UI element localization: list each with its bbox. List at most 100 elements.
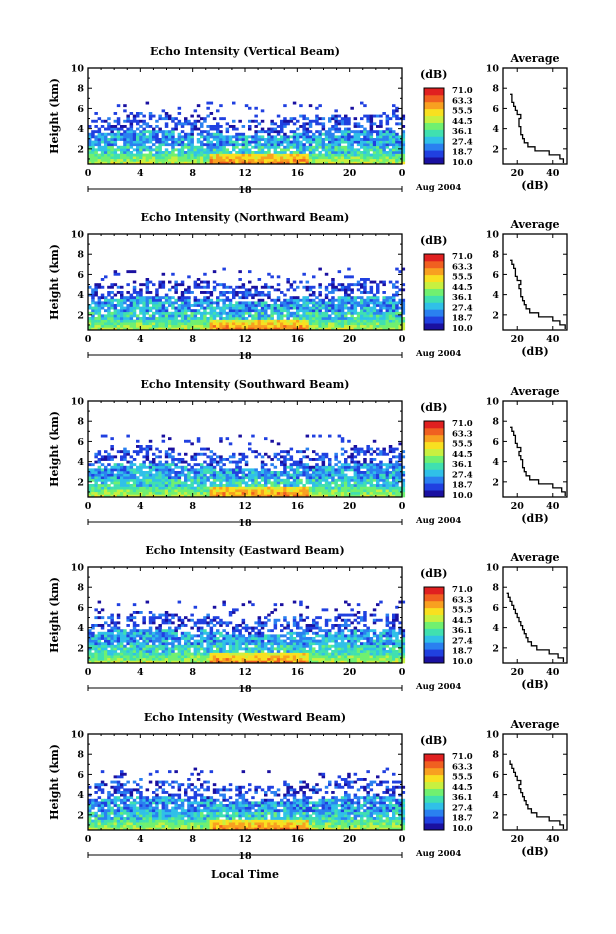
colorbar-swatch	[424, 289, 444, 296]
colorbar-swatch	[424, 622, 444, 629]
y-tick-label: 6	[77, 603, 84, 614]
colorbar-level-label: 27.4	[452, 303, 473, 313]
y-tick-label: 2	[77, 643, 84, 654]
colorbar-swatch	[424, 136, 444, 143]
panel-title: Echo Intensity (Southward Beam)	[141, 378, 350, 391]
avg-y-tick-label: 2	[492, 643, 499, 654]
y-axis-label: Height (km)	[48, 78, 61, 154]
avg-x-axis-label: (dB)	[521, 512, 548, 525]
x-tick-label: 20	[343, 834, 357, 845]
average-title: Average	[509, 551, 559, 564]
average-frame	[503, 734, 567, 830]
y-tick-label: 6	[77, 437, 84, 448]
x-tick-label: 0	[399, 168, 406, 179]
x-tick-label: 20	[343, 334, 357, 345]
x-tick-label: 16	[291, 667, 305, 678]
avg-x-tick-label: 40	[546, 834, 560, 845]
avg-y-tick-label: 10	[486, 230, 500, 241]
colorbar-swatch	[424, 95, 444, 102]
colorbar-swatch	[424, 129, 444, 136]
colorbar-level-label: 36.1	[452, 626, 473, 636]
y-tick-label: 10	[71, 397, 85, 408]
avg-y-tick-label: 6	[492, 270, 499, 281]
colorbar-level-label: 10.0	[452, 158, 473, 168]
colorbar-level-label: 71.0	[452, 86, 473, 96]
colorbar-swatch	[424, 268, 444, 275]
colorbar-swatch	[424, 483, 444, 490]
colorbar-level-label: 10.0	[452, 324, 473, 334]
colorbar-swatch	[424, 316, 444, 323]
colorbar-level-label: 27.4	[452, 137, 473, 147]
avg-y-tick-label: 10	[486, 563, 500, 574]
avg-x-tick-label: 20	[511, 834, 525, 845]
day-label: 18	[238, 185, 252, 196]
x-tick-label: 4	[137, 334, 144, 345]
average-frame	[503, 567, 567, 663]
colorbar-swatch	[424, 109, 444, 116]
colorbar-level-label: 63.3	[452, 762, 473, 772]
x-tick-label: 0	[85, 168, 92, 179]
avg-y-tick-label: 4	[492, 623, 499, 634]
colorbar-level-label: 10.0	[452, 657, 473, 667]
colorbar-swatch	[424, 462, 444, 469]
y-axis-label: Height (km)	[48, 411, 61, 487]
colorbar-swatch	[424, 476, 444, 483]
date-label: Aug 2004	[415, 849, 461, 859]
average-title: Average	[509, 52, 559, 65]
colorbar-level-label: 71.0	[452, 419, 473, 429]
colorbar-swatch	[424, 323, 444, 330]
colorbar-swatch	[424, 490, 444, 497]
colorbar-level-label: 36.1	[452, 460, 473, 470]
avg-y-tick-label: 10	[486, 64, 500, 75]
y-tick-label: 8	[77, 250, 84, 261]
colorbar-level-label: 10.0	[452, 491, 473, 501]
y-tick-label: 6	[77, 104, 84, 115]
colorbar	[424, 88, 444, 164]
x-tick-label: 20	[343, 168, 357, 179]
colorbar-level-label: 44.5	[452, 117, 473, 127]
colorbar-level-label: 18.7	[452, 814, 473, 824]
y-tick-label: 6	[77, 770, 84, 781]
colorbar-swatch	[424, 761, 444, 768]
x-tick-label: 12	[238, 501, 251, 512]
date-label: Aug 2004	[415, 349, 461, 359]
avg-y-tick-label: 4	[492, 457, 499, 468]
x-tick-label: 16	[291, 334, 305, 345]
x-tick-label: 8	[189, 334, 196, 345]
avg-y-tick-label: 4	[492, 290, 499, 301]
colorbar-level-label: 63.3	[452, 595, 473, 605]
avg-y-tick-label: 8	[492, 417, 499, 428]
average-frame	[503, 234, 567, 330]
average-frame	[503, 401, 567, 497]
date-label: Aug 2004	[415, 682, 461, 692]
colorbar-swatch	[424, 809, 444, 816]
colorbar-level-label: 71.0	[452, 585, 473, 595]
colorbar-swatch	[424, 789, 444, 796]
x-axis-label: Local Time	[211, 868, 279, 881]
y-tick-label: 4	[77, 290, 84, 301]
colorbar-unit: (dB)	[420, 734, 447, 747]
colorbar-level-label: 18.7	[452, 481, 473, 491]
colorbar-unit: (dB)	[420, 401, 447, 414]
colorbar-swatch	[424, 594, 444, 601]
x-tick-label: 0	[399, 834, 406, 845]
colorbar-level-label: 44.5	[452, 283, 473, 293]
x-tick-label: 8	[189, 667, 196, 678]
colorbar-swatch	[424, 768, 444, 775]
colorbar-level-label: 63.3	[452, 262, 473, 272]
colorbar-swatch	[424, 802, 444, 809]
colorbar-swatch	[424, 656, 444, 663]
avg-x-axis-label: (dB)	[521, 345, 548, 358]
echo-heatmap	[88, 768, 405, 831]
colorbar-swatch	[424, 608, 444, 615]
colorbar-level-label: 55.5	[452, 107, 473, 117]
x-tick-label: 12	[238, 334, 251, 345]
y-axis-label: Height (km)	[48, 744, 61, 820]
panel-title: Echo Intensity (Eastward Beam)	[145, 544, 344, 557]
colorbar-level-label: 36.1	[452, 293, 473, 303]
y-tick-label: 2	[77, 310, 84, 321]
colorbar-level-label: 55.5	[452, 606, 473, 616]
